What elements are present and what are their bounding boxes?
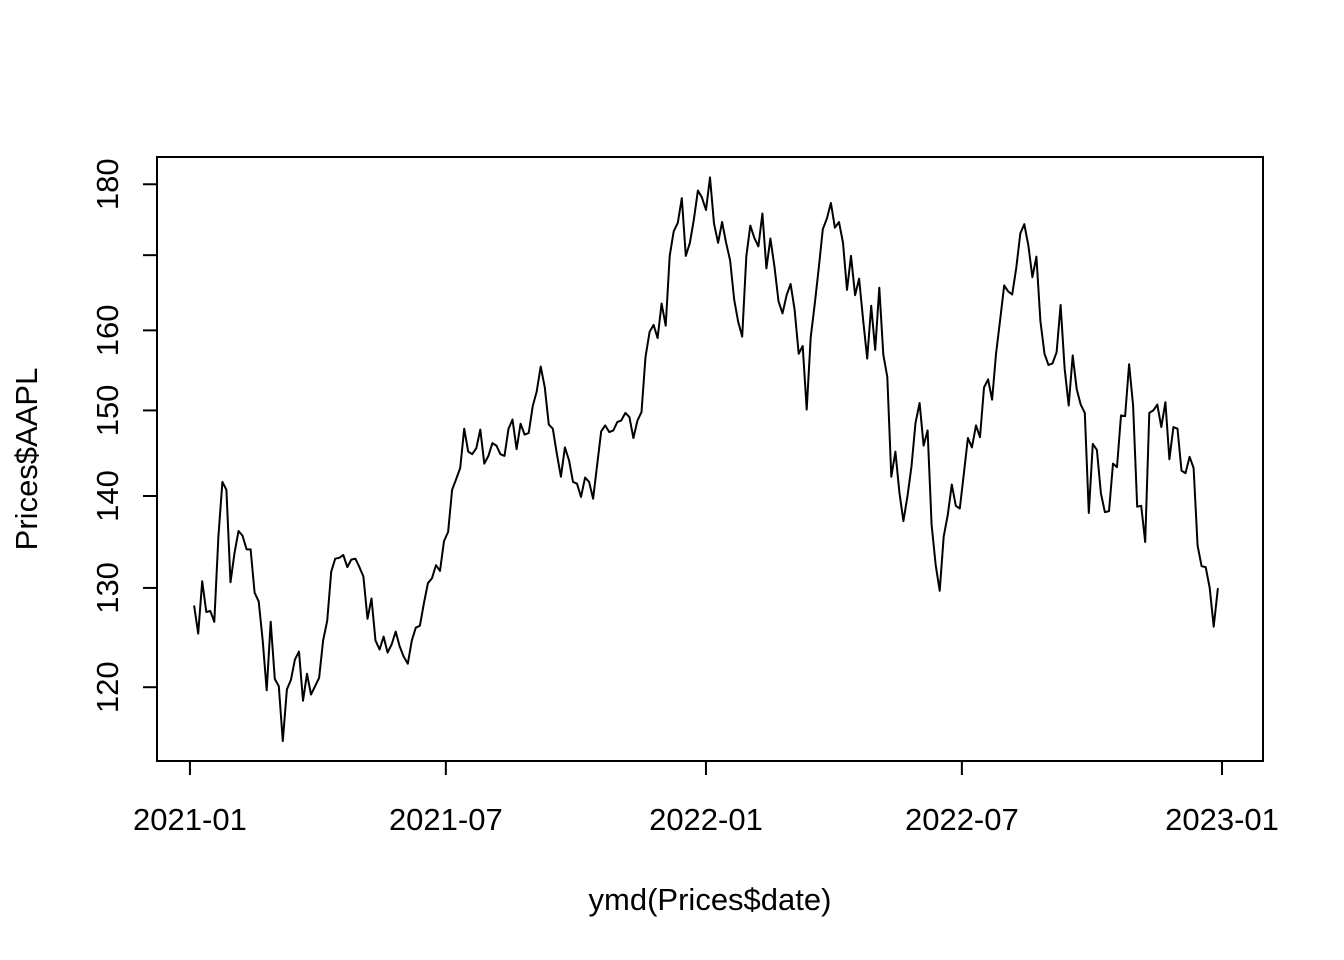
y-tick-label: 120 — [90, 661, 125, 713]
y-axis-title: Prices$AAPL — [9, 367, 44, 551]
y-tick-label: 160 — [90, 304, 125, 356]
plot-box — [156, 156, 1264, 762]
x-tick-label: 2022-07 — [905, 802, 1019, 837]
x-tick-label: 2023-01 — [1165, 802, 1279, 837]
y-tick-label: 150 — [90, 385, 125, 437]
x-tick-label: 2022-01 — [649, 802, 763, 837]
x-axis-title: ymd(Prices$date) — [588, 882, 832, 917]
price-line — [193, 176, 1219, 743]
x-tick-label: 2021-01 — [133, 802, 247, 837]
y-tick-label: 140 — [90, 470, 125, 522]
y-tick-label: 130 — [90, 562, 125, 614]
y-tick-label: 180 — [90, 158, 125, 210]
x-tick-label: 2021-07 — [389, 802, 503, 837]
